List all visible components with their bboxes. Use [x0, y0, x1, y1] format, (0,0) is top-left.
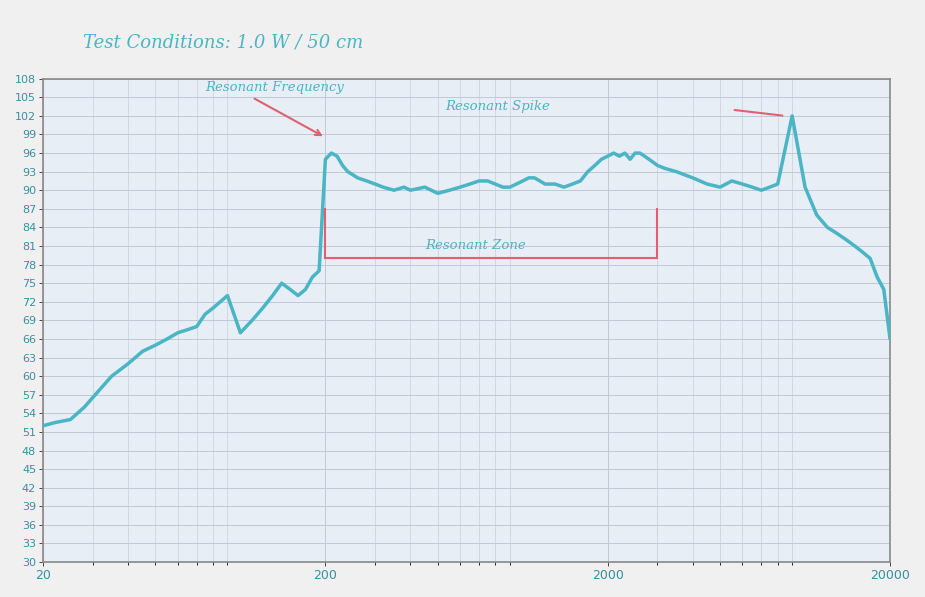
Text: Test Conditions: 1.0 W / 50 cm: Test Conditions: 1.0 W / 50 cm — [83, 34, 364, 52]
Text: Resonant Zone: Resonant Zone — [425, 239, 525, 252]
Text: Resonant Frequency: Resonant Frequency — [205, 81, 344, 94]
Text: Resonant Spike: Resonant Spike — [445, 100, 549, 113]
